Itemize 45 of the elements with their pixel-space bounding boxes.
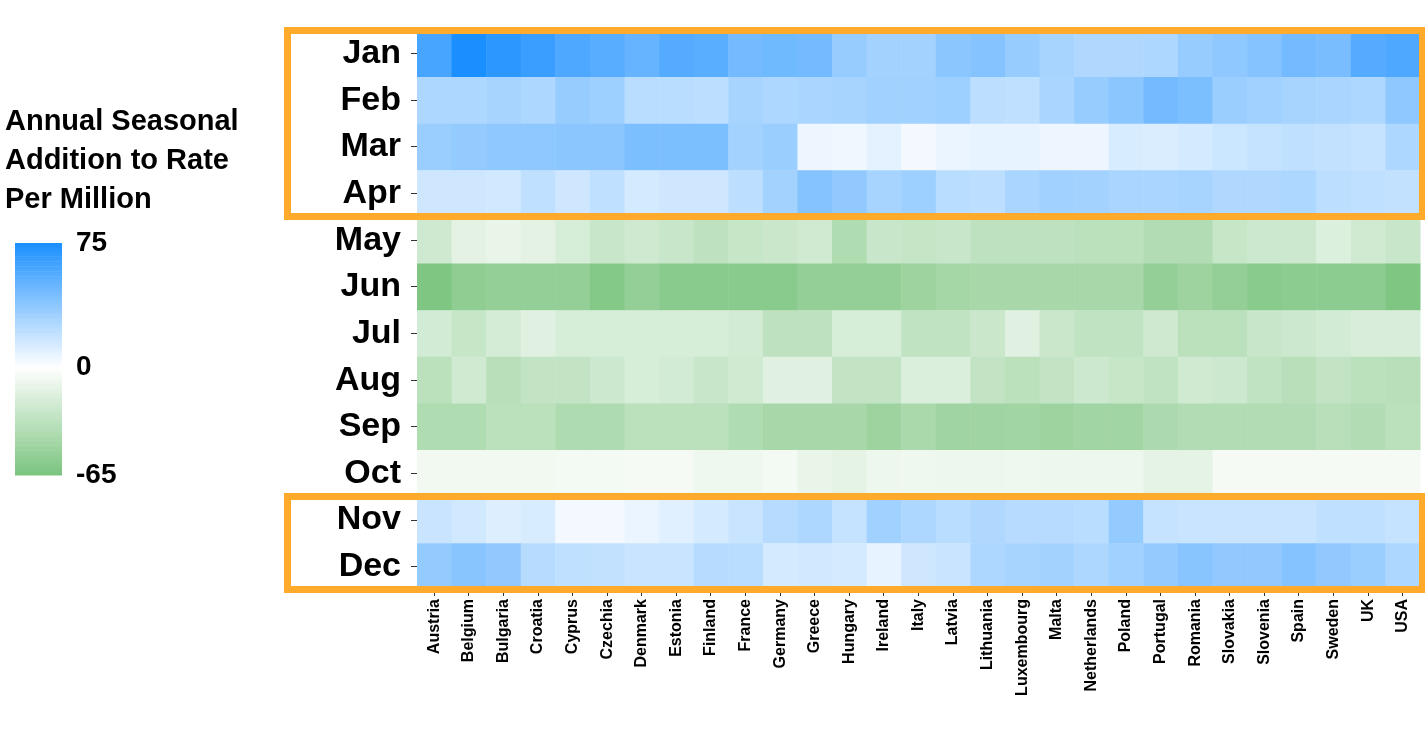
x-tick-label: Spain: [1289, 599, 1307, 643]
x-tick-label: Latvia: [943, 598, 961, 646]
y-tick-label: Jan: [342, 32, 401, 71]
x-tick-label: Ireland: [874, 599, 892, 652]
color-bar-label: 0: [76, 350, 92, 381]
x-tick-label: Bulgaria: [493, 598, 511, 664]
x-tick-label: USA: [1393, 598, 1411, 633]
x-tick-label: Italy: [908, 598, 926, 632]
x-tick-label: Cyprus: [563, 598, 581, 655]
y-tick-label: Mar: [340, 125, 401, 164]
x-tick-label: UK: [1358, 598, 1376, 623]
x-tick-label: Czechia: [597, 598, 615, 660]
y-tick-label: Jun: [340, 265, 401, 304]
x-tick-label: Greece: [805, 598, 823, 654]
x-tick-label: Netherlands: [1081, 598, 1099, 692]
x-tick-label: Germany: [770, 598, 788, 669]
y-tick-label: Jul: [351, 311, 401, 350]
x-tick-label: Croatia: [528, 598, 546, 655]
x-tick-label: Slovakia: [1220, 598, 1238, 664]
x-tick-label: Portugal: [1151, 599, 1169, 664]
x-tick-label: Estonia: [666, 598, 684, 657]
y-tick-label: Aug: [334, 358, 401, 397]
x-tick-label: Finland: [701, 599, 719, 656]
x-tick-label: France: [735, 598, 753, 652]
x-tick-label: Austria: [424, 598, 442, 655]
color-bar-label: -65: [76, 457, 117, 489]
x-tick-label: Poland: [1116, 599, 1134, 653]
color-bar-title: Annual Seasonal Addition to Rate Per Million: [5, 104, 239, 214]
x-tick-label: Sweden: [1323, 599, 1341, 660]
y-tick-label: Dec: [338, 545, 401, 584]
y-tick-label: Feb: [340, 78, 401, 117]
x-tick-label: Hungary: [839, 598, 857, 664]
y-tick-label: Sep: [338, 405, 401, 444]
y-tick-label: May: [334, 218, 402, 257]
x-tick-label: Slovenia: [1254, 598, 1272, 665]
y-tick-label: Apr: [342, 171, 401, 210]
x-tick-label: Denmark: [632, 598, 650, 668]
y-tick-label: Oct: [344, 451, 401, 490]
x-tick-label: Romania: [1185, 598, 1203, 667]
x-tick-label: Lithuania: [978, 598, 996, 671]
color-bar-label: 75: [76, 225, 108, 257]
x-tick-label: Belgium: [459, 599, 477, 663]
y-tick-label: Nov: [336, 498, 402, 537]
x-tick-label: Luxembourg: [1012, 599, 1030, 696]
x-tick-label: Malta: [1047, 598, 1065, 640]
